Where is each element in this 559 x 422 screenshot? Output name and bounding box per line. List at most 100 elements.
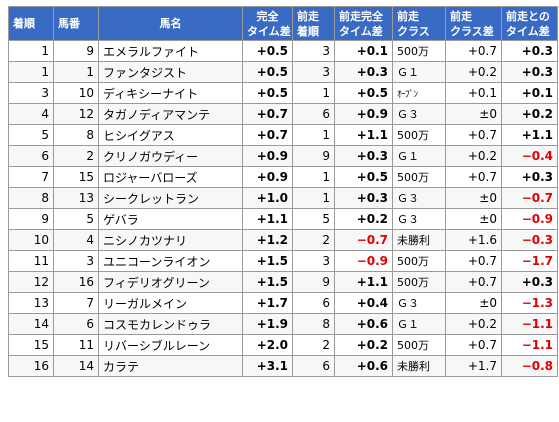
cell-number: 5	[53, 208, 99, 230]
cell-prev-class: Ｇ１	[392, 145, 446, 167]
cell-time-diff: +0.5	[242, 61, 293, 83]
cell-horse-name: フィデリオグリーン	[98, 271, 243, 293]
cell-time-diff: +1.9	[242, 313, 293, 335]
cell-class-diff: +0.2	[445, 313, 502, 335]
cell-finish: 10	[8, 229, 54, 251]
table-row: 15 11 リバーシブルレーン +2.0 2 +0.2 500万 +0.7 −1.1	[8, 334, 558, 356]
cell-class-diff: ±0	[445, 187, 502, 209]
cell-prev-class: 500万	[392, 250, 446, 272]
table-row: 14 6 コスモカレンドゥラ +1.9 8 +0.6 Ｇ１ +0.2 −1.1	[8, 313, 558, 335]
cell-horse-name: ヒシイグアス	[98, 124, 243, 146]
header-prev-time-line1: 前走完全	[339, 9, 383, 23]
cell-prev-time-diff: +0.6	[334, 313, 393, 335]
table-row: 8 13 シークレットラン +1.0 1 +0.3 Ｇ３ ±0 −0.7	[8, 187, 558, 209]
cell-time-diff: +0.5	[242, 82, 293, 104]
table-row: 5 8 ヒシイグアス +0.7 1 +1.1 500万 +0.7 +1.1	[8, 124, 558, 146]
header-number-label: 馬番	[58, 17, 80, 30]
cell-diff-change: +0.1	[501, 82, 558, 104]
cell-prev-finish: 9	[292, 271, 335, 293]
header-diff-change-line1: 前走との	[506, 9, 550, 23]
table-row: 11 3 ユニコーンライオン +1.5 3 −0.9 500万 +0.7 −1.7	[8, 250, 558, 272]
cell-class-diff: +0.7	[445, 166, 502, 188]
cell-diff-change: −0.8	[501, 355, 558, 377]
cell-prev-class: 500万	[392, 334, 446, 356]
table-row: 3 10 ディキシーナイト +0.5 1 +0.5 ｵｰﾌﾟﾝ +0.1 +0.1	[8, 82, 558, 104]
cell-number: 8	[53, 124, 99, 146]
cell-prev-class: Ｇ１	[392, 313, 446, 335]
cell-prev-class: 500万	[392, 124, 446, 146]
cell-prev-finish: 6	[292, 103, 335, 125]
race-results-table: 着順 馬番 馬名 完全 タイム差 前走 着順 前走完全 タイム差 前走 クラス	[8, 6, 558, 377]
cell-prev-time-diff: +0.2	[334, 334, 393, 356]
header-diff-change: 前走との タイム差	[501, 6, 558, 41]
cell-prev-class: ｵｰﾌﾟﾝ	[392, 82, 446, 104]
cell-prev-finish: 1	[292, 124, 335, 146]
cell-number: 4	[53, 229, 99, 251]
cell-finish: 13	[8, 292, 54, 314]
cell-time-diff: +0.5	[242, 40, 293, 62]
cell-class-diff: +1.6	[445, 229, 502, 251]
header-prev-class: 前走 クラス	[392, 6, 446, 41]
cell-diff-change: +0.3	[501, 61, 558, 83]
cell-finish: 9	[8, 208, 54, 230]
cell-number: 14	[53, 355, 99, 377]
cell-prev-time-diff: +0.4	[334, 292, 393, 314]
cell-finish: 11	[8, 250, 54, 272]
cell-prev-class: 500万	[392, 166, 446, 188]
cell-finish: 6	[8, 145, 54, 167]
cell-prev-finish: 2	[292, 229, 335, 251]
cell-time-diff: +0.9	[242, 145, 293, 167]
header-diff-change-line2: タイム差	[506, 24, 550, 38]
header-time-diff: 完全 タイム差	[242, 6, 293, 41]
cell-diff-change: −1.1	[501, 313, 558, 335]
cell-prev-class: Ｇ３	[392, 187, 446, 209]
cell-prev-time-diff: +0.5	[334, 166, 393, 188]
cell-prev-time-diff: +0.2	[334, 208, 393, 230]
results-table-container: 着順 馬番 馬名 完全 タイム差 前走 着順 前走完全 タイム差 前走 クラス	[8, 6, 558, 377]
cell-finish: 16	[8, 355, 54, 377]
header-prev-finish-line1: 前走	[297, 9, 319, 23]
cell-prev-class: Ｇ３	[392, 292, 446, 314]
cell-prev-class: 500万	[392, 271, 446, 293]
cell-time-diff: +1.5	[242, 271, 293, 293]
cell-prev-time-diff: +0.6	[334, 355, 393, 377]
cell-finish: 1	[8, 61, 54, 83]
cell-prev-class: Ｇ３	[392, 103, 446, 125]
cell-diff-change: −0.3	[501, 229, 558, 251]
table-row: 10 4 ニシノカツナリ +1.2 2 −0.7 未勝利 +1.6 −0.3	[8, 229, 558, 251]
cell-prev-time-diff: −0.7	[334, 229, 393, 251]
cell-diff-change: +0.3	[501, 271, 558, 293]
cell-prev-time-diff: +1.1	[334, 124, 393, 146]
cell-finish: 15	[8, 334, 54, 356]
cell-prev-class: Ｇ１	[392, 61, 446, 83]
cell-number: 15	[53, 166, 99, 188]
cell-time-diff: +3.1	[242, 355, 293, 377]
cell-number: 12	[53, 103, 99, 125]
cell-class-diff: +0.7	[445, 250, 502, 272]
header-horse-label: 馬名	[159, 17, 182, 30]
cell-time-diff: +1.7	[242, 292, 293, 314]
cell-diff-change: −0.7	[501, 187, 558, 209]
cell-time-diff: +1.2	[242, 229, 293, 251]
cell-time-diff: +1.0	[242, 187, 293, 209]
cell-diff-change: −1.1	[501, 334, 558, 356]
cell-prev-finish: 3	[292, 61, 335, 83]
cell-prev-class: 未勝利	[392, 355, 446, 377]
header-finish-label: 着順	[13, 17, 35, 30]
cell-class-diff: +0.7	[445, 124, 502, 146]
cell-horse-name: ロジャーバローズ	[98, 166, 243, 188]
header-class-diff-line1: 前走	[450, 9, 472, 23]
header-prev-finish-line2: 着順	[297, 24, 319, 38]
cell-time-diff: +1.5	[242, 250, 293, 272]
table-header: 着順 馬番 馬名 完全 タイム差 前走 着順 前走完全 タイム差 前走 クラス	[8, 6, 558, 41]
cell-finish: 3	[8, 82, 54, 104]
cell-number: 1	[53, 61, 99, 83]
header-horse: 馬名	[98, 6, 243, 41]
table-row: 9 5 ゲバラ +1.1 5 +0.2 Ｇ３ ±0 −0.9	[8, 208, 558, 230]
cell-finish: 7	[8, 166, 54, 188]
cell-number: 9	[53, 40, 99, 62]
cell-prev-time-diff: +0.3	[334, 145, 393, 167]
cell-prev-finish: 6	[292, 292, 335, 314]
cell-prev-finish: 1	[292, 187, 335, 209]
cell-class-diff: ±0	[445, 103, 502, 125]
